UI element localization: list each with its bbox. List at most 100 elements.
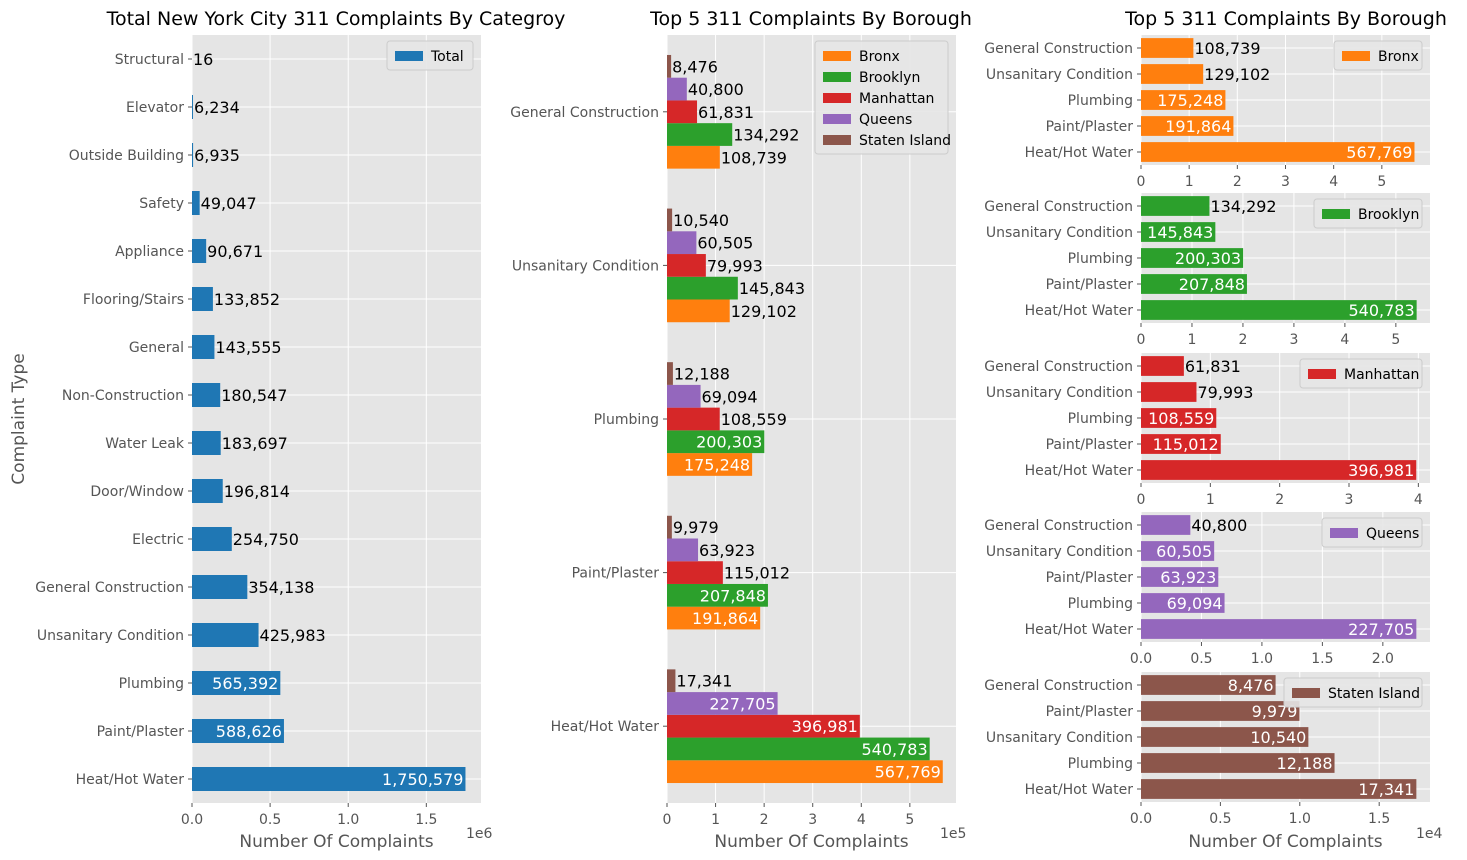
legend-box: [814, 40, 949, 155]
y-tick-label: Unsanitary Condition: [986, 730, 1133, 746]
bar-total-safety: [192, 191, 200, 215]
y-tick-label: Heat/Hot Water: [1025, 463, 1134, 479]
data-label: 63,923: [699, 541, 755, 560]
data-label: 8,476: [1228, 676, 1274, 695]
x-tick-label: 1: [1188, 332, 1197, 348]
legend-swatch-total: [395, 51, 423, 61]
bar-bronx-heat-hot-water: [1141, 142, 1415, 162]
bar-brooklyn-general-construction: [667, 123, 733, 146]
bar-total-door-window: [192, 479, 223, 503]
bar-queens-unsanitary-condition: [1141, 541, 1215, 561]
y-tick-label: Heat/Hot Water: [1025, 782, 1134, 798]
bar-bronx-heat-hot-water: [667, 760, 943, 784]
chart-total: 1,750,579 588,626 565,392 425,983 354,138 254…: [9, 8, 565, 852]
y-tick-label: Paint/Plaster: [97, 724, 185, 740]
data-label: 207,848: [1179, 275, 1245, 294]
data-label: 17,341: [1358, 780, 1414, 799]
chart-bronx: 567,769 191,864 175,248 129,102 108,739 Heat/…: [984, 8, 1447, 190]
data-label: 183,697: [222, 434, 288, 453]
data-label: 69,094: [1167, 594, 1223, 613]
legend: Manhattan: [1299, 358, 1423, 389]
bar-brooklyn-general-construction: [1141, 196, 1210, 216]
y-tick-label: Unsanitary Condition: [986, 385, 1133, 401]
data-label: 396,981: [792, 717, 858, 736]
y-tick-label: Plumbing: [594, 412, 659, 428]
x-tick-label: 2: [760, 812, 769, 828]
legend: Total: [386, 40, 474, 71]
bar-manhattan-plumbing: [667, 407, 720, 431]
data-label: 129,102: [731, 302, 797, 321]
data-label: 17,341: [676, 672, 732, 691]
data-label: 565,392: [212, 674, 278, 693]
bar-staten-island-unsanitary-condition: [1141, 727, 1309, 747]
data-label: 134,292: [733, 126, 799, 145]
y-tick-label: Unsanitary Condition: [986, 225, 1133, 241]
bar-queens-unsanitary-condition: [667, 231, 697, 255]
bar-staten-island-general-construction: [1141, 675, 1276, 695]
legend-label-brooklyn: Brooklyn: [1358, 207, 1419, 223]
legend-label-bronx: Bronx: [859, 49, 900, 65]
data-label: 354,138: [248, 578, 314, 597]
y-tick-label: Paint/Plaster: [1046, 437, 1134, 453]
bar-queens-general-construction: [1141, 515, 1191, 535]
x-tick-label: 0: [1137, 492, 1146, 508]
legend-label-bronx: Bronx: [1378, 49, 1419, 65]
bar-manhattan-general-construction: [1141, 356, 1184, 376]
y-tick-label: General Construction: [35, 580, 184, 596]
x-tick-label: 0.5: [1209, 811, 1231, 827]
x-tick-label: 1.0: [1289, 811, 1311, 827]
data-label: 143,555: [215, 338, 281, 357]
x-tick-label: 4: [1329, 174, 1338, 190]
legend-box: [1283, 677, 1423, 708]
y-tick-label: Flooring/Stairs: [83, 292, 184, 308]
y-tick-label: General Construction: [510, 105, 659, 121]
data-label: 207,848: [700, 586, 766, 605]
bar-total-non-construction: [192, 383, 221, 407]
x-tick-label: 4: [857, 812, 866, 828]
chart-manhattan: 396,981 115,012 108,559 79,993 61,831 Heat/Ho…: [984, 353, 1430, 508]
data-label: 396,981: [1348, 461, 1414, 480]
chart-queens: 227,705 69,094 63,923 60,505 40,800 Heat/Hot …: [984, 512, 1430, 667]
data-label: 40,800: [1191, 516, 1247, 535]
data-label: 175,248: [1157, 91, 1223, 110]
x-tick-label: 4: [1340, 332, 1349, 348]
y-tick-label: Structural: [115, 52, 184, 68]
legend-box: [1299, 358, 1423, 389]
chart-title: Top 5 311 Complaints By Borough: [649, 8, 972, 30]
legend: Brooklyn: [1313, 198, 1423, 229]
bar-manhattan-unsanitary-condition: [1141, 382, 1197, 402]
x-tick-label: 1: [1206, 492, 1215, 508]
bar-brooklyn-heat-hot-water: [667, 737, 930, 761]
x-tick-label: 0.0: [1130, 811, 1152, 827]
data-label: 145,843: [1147, 223, 1213, 242]
legend-swatch-manhattan: [823, 93, 851, 103]
data-label: 115,012: [724, 564, 790, 583]
y-tick-label: Unsanitary Condition: [512, 258, 659, 274]
x-tick-label: 0: [1137, 332, 1146, 348]
bar-bronx-unsanitary-condition: [667, 299, 730, 323]
legend-swatch-brooklyn: [823, 72, 851, 82]
legend-label-total: Total: [430, 49, 464, 65]
x-tick-label: 5: [905, 812, 914, 828]
bar-brooklyn-unsanitary-condition: [667, 276, 738, 300]
data-label: 540,783: [861, 740, 927, 759]
legend-swatch-staten-island: [1292, 688, 1320, 698]
bar-queens-plumbing: [667, 384, 701, 408]
bar-queens-paint-plaster: [667, 538, 699, 562]
data-label: 10,540: [1250, 728, 1306, 747]
y-tick-label: Plumbing: [1068, 411, 1133, 427]
bar-total-appliance: [192, 239, 207, 263]
bar-staten-island-paint-plaster: [667, 515, 672, 539]
y-tick-label: Unsanitary Condition: [986, 544, 1133, 560]
y-tick-label: Outside Building: [69, 148, 184, 164]
data-label: 6,234: [194, 98, 240, 117]
bar-total-electric: [192, 527, 232, 551]
x-tick-label: 0.0: [181, 812, 203, 828]
x-tick-label: 3: [1289, 332, 1298, 348]
x-tick-label: 5: [1391, 332, 1400, 348]
bar-queens-paint-plaster: [1141, 567, 1219, 587]
data-label: 49,047: [201, 194, 257, 213]
data-label: 254,750: [233, 530, 299, 549]
legend-label-staten-island: Staten Island: [1328, 686, 1420, 702]
x-axis-label: Number Of Complaints: [1188, 832, 1382, 852]
